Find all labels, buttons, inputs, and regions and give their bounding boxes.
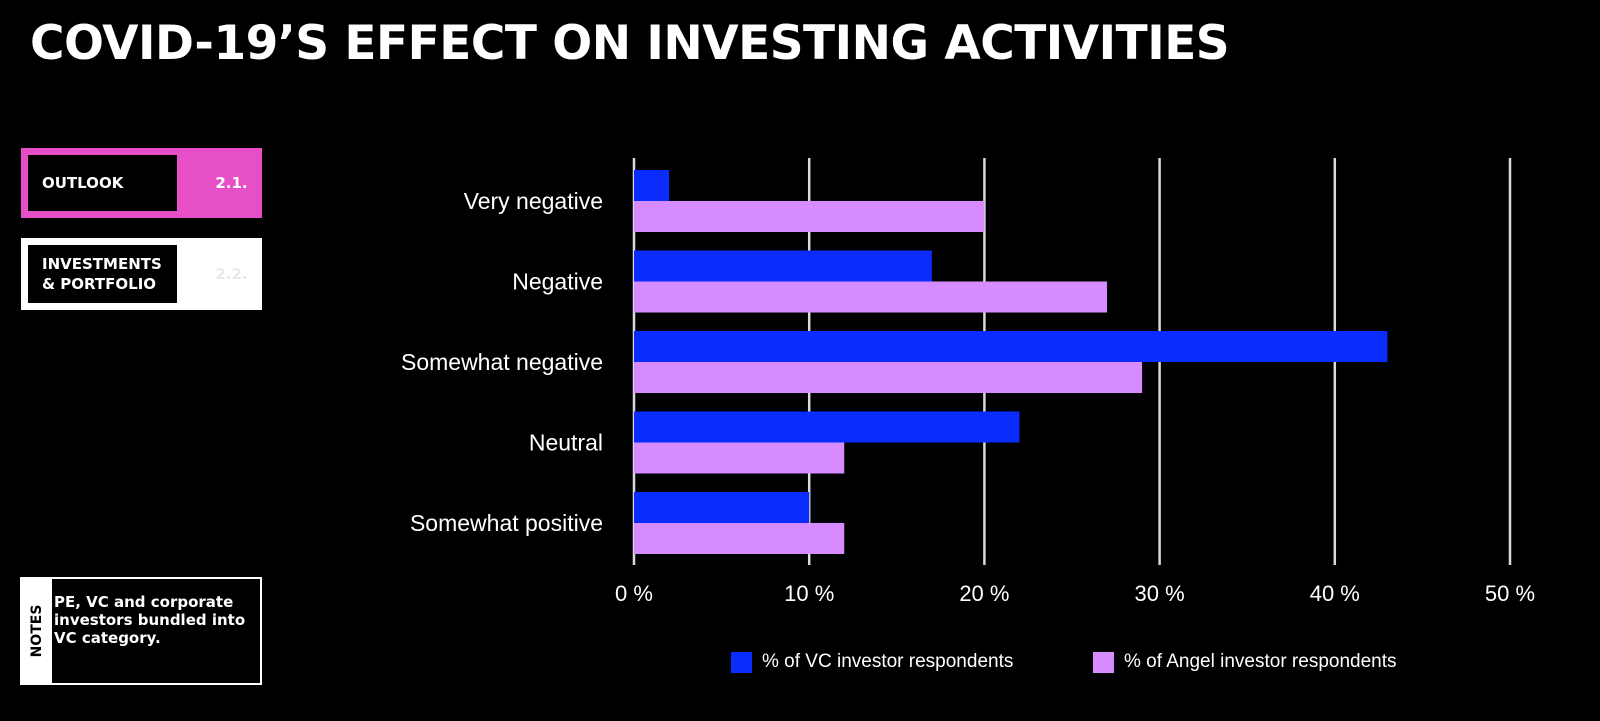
legend-swatch-vc (731, 651, 752, 673)
legend-item-vc: % of VC investor respondents (731, 651, 1013, 673)
category-label: Neutral (529, 430, 603, 456)
notes-tag: NOTES (22, 579, 52, 683)
nav-tab-outlook[interactable]: OUTLOOK 2.1. (21, 148, 262, 218)
bar-vc (634, 250, 932, 282)
bar-angel (634, 201, 985, 232)
x-tick-label: 40 % (1310, 581, 1360, 606)
legend-swatch-angel (1093, 651, 1114, 673)
bar-angel (634, 281, 1108, 313)
legend-label-vc: % of VC investor respondents (762, 651, 1014, 672)
x-tick-label: 50 % (1485, 581, 1535, 606)
nav-tab-outlook-number: 2.1. (215, 174, 248, 192)
x-tick-label: 10 % (784, 581, 834, 606)
nav-tab-investments-label-line2: & PORTFOLIO (42, 275, 157, 293)
notes-box: NOTES PE, VC and corporate investors bun… (20, 577, 262, 685)
category-label: Very negative (464, 188, 603, 214)
bar-angel (634, 442, 845, 474)
bar-angel (634, 523, 845, 554)
bar-vc (634, 411, 1020, 443)
x-tick-label: 30 % (1135, 581, 1185, 606)
nav-tab-investments-label-line1: INVESTMENTS (42, 255, 162, 273)
page-title: COVID-19’S EFFECT ON INVESTING ACTIVITIE… (30, 16, 1230, 71)
nav-tab-outlook-label: OUTLOOK (26, 153, 179, 213)
nav-tab-investments[interactable]: INVESTMENTS & PORTFOLIO 2.2. (21, 238, 262, 310)
legend-label-angel: % of Angel investor respondents (1124, 651, 1397, 672)
bar-vc (634, 170, 670, 201)
x-tick-label: 0 % (615, 581, 653, 606)
category-label: Negative (512, 269, 603, 295)
bar-vc (634, 492, 810, 523)
category-label: Somewhat positive (410, 510, 603, 536)
bar-angel (634, 362, 1143, 393)
x-tick-label: 20 % (959, 581, 1009, 606)
legend-item-angel: % of Angel investor respondents (1093, 651, 1397, 673)
bar-vc (634, 331, 1388, 362)
category-label: Somewhat negative (401, 349, 603, 375)
notes-text: PE, VC and corporate investors bundled i… (54, 593, 246, 647)
nav-tab-investments-label: INVESTMENTS & PORTFOLIO (26, 243, 179, 305)
nav-tab-investments-number: 2.2. (215, 265, 248, 283)
